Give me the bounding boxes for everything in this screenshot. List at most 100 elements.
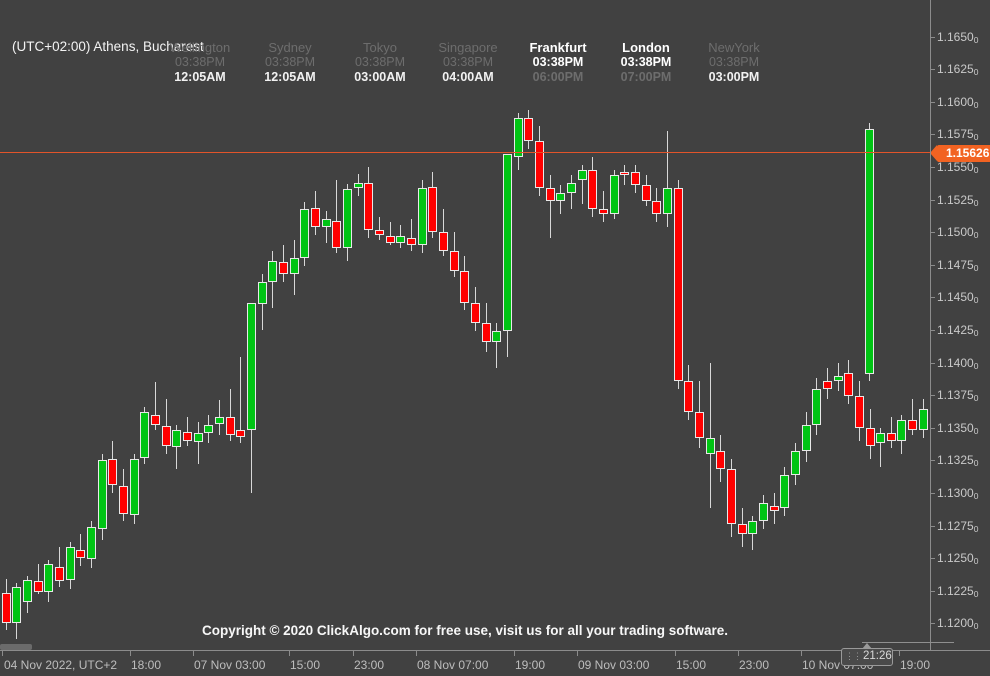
- candle-body[interactable]: [727, 469, 736, 525]
- candle-body[interactable]: [865, 129, 874, 374]
- candle-body[interactable]: [460, 271, 469, 303]
- candle-body[interactable]: [503, 154, 512, 332]
- candle-body[interactable]: [492, 331, 501, 342]
- candle-body[interactable]: [87, 526, 96, 560]
- candle-body[interactable]: [98, 460, 107, 530]
- candle-body[interactable]: [108, 458, 117, 485]
- candle-body[interactable]: [183, 431, 192, 441]
- candle-body[interactable]: [706, 438, 715, 454]
- candle-body[interactable]: [567, 182, 576, 194]
- candle-body[interactable]: [290, 258, 299, 274]
- chart-plot-area[interactable]: [0, 0, 930, 650]
- candle-body[interactable]: [236, 430, 245, 437]
- candle-body[interactable]: [396, 236, 405, 243]
- candle-body[interactable]: [716, 451, 725, 470]
- candle-body[interactable]: [172, 430, 181, 448]
- candle-body[interactable]: [674, 188, 683, 381]
- candle-body[interactable]: [386, 236, 395, 243]
- candle-body[interactable]: [343, 189, 352, 248]
- time-axis[interactable]: 04 Nov 2022, UTC+2 18:00 07 Nov 03:00 15:00…: [0, 650, 990, 676]
- candle-body[interactable]: [620, 172, 629, 176]
- candle-body[interactable]: [23, 580, 32, 603]
- candle-body[interactable]: [418, 188, 427, 246]
- candle-body[interactable]: [12, 586, 21, 623]
- candle-body[interactable]: [535, 141, 544, 189]
- candle-body[interactable]: [556, 193, 565, 202]
- candle-body[interactable]: [631, 172, 640, 186]
- candle-body[interactable]: [375, 229, 384, 235]
- price-axis[interactable]: 1.16500 1.16250 1.16000 1.15750 1.15500 1.152…: [930, 0, 990, 650]
- candle-body[interactable]: [332, 220, 341, 248]
- candle-body[interactable]: [311, 207, 320, 228]
- candle-body[interactable]: [812, 388, 821, 426]
- countdown-connector-line: [862, 642, 954, 643]
- candle-body[interactable]: [514, 117, 523, 157]
- candle-body[interactable]: [610, 175, 619, 215]
- candle-body[interactable]: [55, 567, 64, 582]
- bar-countdown-badge[interactable]: ⋮⋮ 21:26: [841, 643, 893, 666]
- candle-body[interactable]: [599, 208, 608, 215]
- horizontal-scrollbar[interactable]: [0, 644, 32, 650]
- candle-body[interactable]: [823, 380, 832, 389]
- candle-body[interactable]: [279, 262, 288, 274]
- candle-body[interactable]: [407, 237, 416, 246]
- candle-body[interactable]: [695, 412, 704, 439]
- candle-body[interactable]: [364, 182, 373, 230]
- candle-body[interactable]: [151, 414, 160, 426]
- candle-body[interactable]: [780, 474, 789, 509]
- candle-body[interactable]: [300, 208, 309, 259]
- candle-body[interactable]: [663, 188, 672, 215]
- candle-body[interactable]: [791, 451, 800, 475]
- candle-body[interactable]: [140, 412, 149, 458]
- candle-body[interactable]: [2, 593, 11, 623]
- time-axis-tick: [801, 651, 802, 656]
- candle-body[interactable]: [876, 432, 885, 444]
- candle-body[interactable]: [66, 547, 75, 581]
- candle-body[interactable]: [855, 396, 864, 428]
- candle-body[interactable]: [130, 458, 139, 515]
- candle-body[interactable]: [204, 425, 213, 433]
- candle-body[interactable]: [866, 427, 875, 446]
- candle-body[interactable]: [738, 524, 747, 535]
- candle-body[interactable]: [354, 182, 363, 189]
- price-axis-tick: [931, 591, 935, 592]
- candle-body[interactable]: [215, 417, 224, 424]
- candle-body[interactable]: [887, 432, 896, 441]
- candle-body[interactable]: [908, 419, 917, 431]
- candle-body[interactable]: [194, 432, 203, 442]
- candle-body[interactable]: [247, 302, 256, 431]
- candle-body[interactable]: [119, 486, 128, 514]
- candle-body[interactable]: [162, 426, 171, 446]
- candle-body[interactable]: [652, 201, 661, 215]
- candle-body[interactable]: [482, 323, 491, 342]
- candle-body[interactable]: [258, 281, 267, 304]
- time-axis-label: 15:00: [290, 658, 321, 672]
- candle-body[interactable]: [268, 260, 277, 282]
- candle-body[interactable]: [759, 503, 768, 522]
- candle-body[interactable]: [844, 372, 853, 397]
- candle-body[interactable]: [897, 419, 906, 441]
- candle-body[interactable]: [578, 169, 587, 181]
- candle-body[interactable]: [524, 117, 533, 142]
- candle-body[interactable]: [471, 302, 480, 324]
- candle-body[interactable]: [546, 188, 555, 202]
- candle-body[interactable]: [322, 219, 331, 228]
- candle-body[interactable]: [588, 169, 597, 209]
- candle-body[interactable]: [770, 505, 779, 511]
- candle-body[interactable]: [919, 409, 928, 431]
- candle-body[interactable]: [439, 232, 448, 251]
- candle-body[interactable]: [450, 250, 459, 272]
- candle-body[interactable]: [44, 564, 53, 592]
- candle-body[interactable]: [76, 550, 85, 558]
- candle-body[interactable]: [834, 375, 843, 381]
- candle-body[interactable]: [802, 425, 811, 452]
- candle-body[interactable]: [684, 380, 693, 413]
- candle-body[interactable]: [642, 185, 651, 202]
- candle-wick: [251, 417, 252, 493]
- time-axis-tick: [675, 651, 676, 656]
- candle-body[interactable]: [428, 186, 437, 233]
- candle-body[interactable]: [34, 581, 43, 592]
- current-price-tag[interactable]: 1.15626: [929, 145, 990, 162]
- candle-body[interactable]: [226, 417, 235, 436]
- candle-body[interactable]: [748, 521, 757, 535]
